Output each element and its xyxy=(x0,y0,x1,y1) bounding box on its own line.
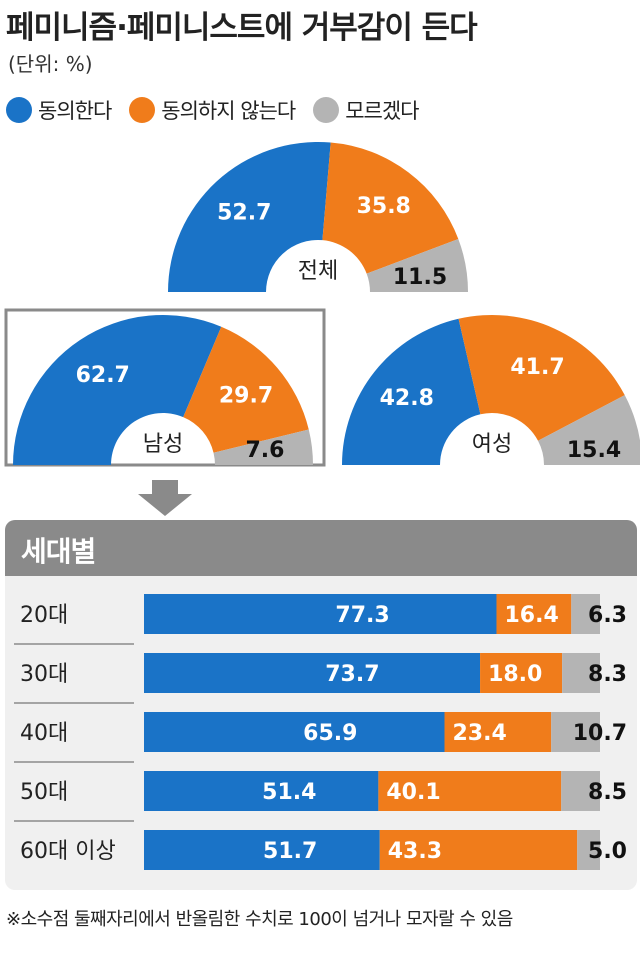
legend-item-agree: 동의한다 xyxy=(6,95,112,125)
legend-label-disagree: 동의하지 않는다 xyxy=(161,99,296,123)
male-highlight-frame xyxy=(4,308,326,467)
bar-segment-agree xyxy=(144,771,379,811)
legend-swatch-disagree xyxy=(129,97,156,123)
pie-chart-female: 42.8 41.7 15.4 여성 xyxy=(342,315,640,465)
legend-label-dunno: 모르겠다 xyxy=(345,99,419,123)
bar-category-label: 60대 이상 xyxy=(20,839,116,864)
pie-female-label-disagree: 41.7 xyxy=(510,355,564,380)
pie-female-slice-agree xyxy=(342,318,481,465)
bar-category-label: 30대 xyxy=(20,662,68,687)
pie-total-label-disagree: 35.8 xyxy=(357,194,411,219)
bar-label-agree: 65.9 xyxy=(303,721,357,746)
bar-category-label: 40대 xyxy=(20,721,68,746)
bar-segment-agree xyxy=(144,594,497,634)
pie-total-label-dunno: 11.5 xyxy=(393,265,447,290)
bar-segment-disagree xyxy=(379,830,578,870)
footnote: ※소수점 둘째자리에서 반올림한 수치로 100이 넘거나 모자랄 수 있음 xyxy=(6,909,513,930)
bar-segment-disagree xyxy=(444,712,552,752)
legend-swatch-agree xyxy=(6,97,32,123)
bar-segment-disagree xyxy=(480,653,563,693)
generation-bar-chart: 20대 77.3 16.4 6.3 30대 73.7 18.0 8.3 40대 65.9 23.4 1… xyxy=(14,594,627,870)
bar-label-disagree: 16.4 xyxy=(504,603,558,628)
pie-male-label-agree: 62.7 xyxy=(76,363,130,388)
generation-panel: 세대별 xyxy=(5,520,637,890)
pie-total-label-agree: 52.7 xyxy=(217,201,271,226)
pie-chart-total: 52.7 35.8 11.5 전체 xyxy=(168,141,468,292)
bar-segment-dunno xyxy=(551,712,600,752)
pie-male-label-disagree: 29.7 xyxy=(219,383,273,408)
bar-segment-agree xyxy=(144,653,481,693)
pie-female-label-dunno: 15.4 xyxy=(567,438,621,463)
pie-male-center-label: 남성 xyxy=(143,432,183,457)
pie-total-slice-disagree xyxy=(322,142,459,274)
pie-male-slice-agree xyxy=(13,315,222,465)
bar-segment-dunno xyxy=(577,830,600,870)
legend: 동의한다 동의하지 않는다 모르겠다 xyxy=(6,92,436,128)
bar-label-dunno: 8.5 xyxy=(588,780,627,805)
bar-segment-agree xyxy=(144,830,380,870)
pie-female-slice-disagree xyxy=(458,315,625,441)
bar-label-disagree: 18.0 xyxy=(488,662,542,687)
bar-segment-dunno xyxy=(562,653,600,693)
bar-label-agree: 51.4 xyxy=(262,780,316,805)
bar-category-label: 20대 xyxy=(20,603,68,628)
down-arrow-icon xyxy=(138,480,192,516)
pie-total-center-label: 전체 xyxy=(298,259,338,284)
pie-female-center-label: 여성 xyxy=(472,432,512,457)
generation-title: 세대별 xyxy=(21,535,96,568)
pie-female-label-agree: 42.8 xyxy=(380,386,434,411)
bar-segment-agree xyxy=(144,712,445,752)
generation-header: 세대별 xyxy=(5,520,637,576)
bar-segment-disagree xyxy=(496,594,572,634)
legend-item-dunno: 모르겠다 xyxy=(313,95,419,125)
bar-category-label: 50대 xyxy=(20,780,68,805)
bar-label-agree: 77.3 xyxy=(335,603,389,628)
pie-male-label-dunno: 7.6 xyxy=(246,438,285,463)
pie-male-slice-disagree xyxy=(183,326,309,453)
unit-label: (단위: %) xyxy=(8,52,93,76)
bar-label-disagree: 43.3 xyxy=(388,839,442,864)
bar-label-agree: 73.7 xyxy=(325,662,379,687)
bar-label-agree: 51.7 xyxy=(263,839,317,864)
bar-label-dunno: 10.7 xyxy=(573,721,627,746)
bar-label-dunno: 6.3 xyxy=(588,603,627,628)
pie-chart-male: 62.7 29.7 7.6 남성 xyxy=(13,315,313,465)
pie-total-slice-dunno xyxy=(366,238,468,292)
pie-total-slice-agree xyxy=(168,141,331,292)
legend-swatch-dunno xyxy=(313,97,340,123)
bar-label-disagree: 40.1 xyxy=(386,780,440,805)
bar-segment-dunno xyxy=(571,594,600,634)
legend-item-disagree: 동의하지 않는다 xyxy=(129,95,296,125)
page-title: 페미니즘·페미니스트에 거부감이 든다 xyxy=(6,10,478,46)
pie-female-slice-dunno xyxy=(538,395,640,465)
legend-label-agree: 동의한다 xyxy=(38,99,112,123)
bar-label-disagree: 23.4 xyxy=(453,721,507,746)
bar-segment-disagree xyxy=(378,771,562,811)
pie-male-slice-dunno xyxy=(213,429,313,465)
bar-label-dunno: 8.3 xyxy=(588,662,627,687)
bar-segment-dunno xyxy=(561,771,600,811)
half-donut-charts: 52.7 35.8 11.5 전체 62.7 29.7 7.6 남성 42.8 41.7 15.… xyxy=(4,141,640,516)
bar-label-dunno: 5.0 xyxy=(588,839,627,864)
